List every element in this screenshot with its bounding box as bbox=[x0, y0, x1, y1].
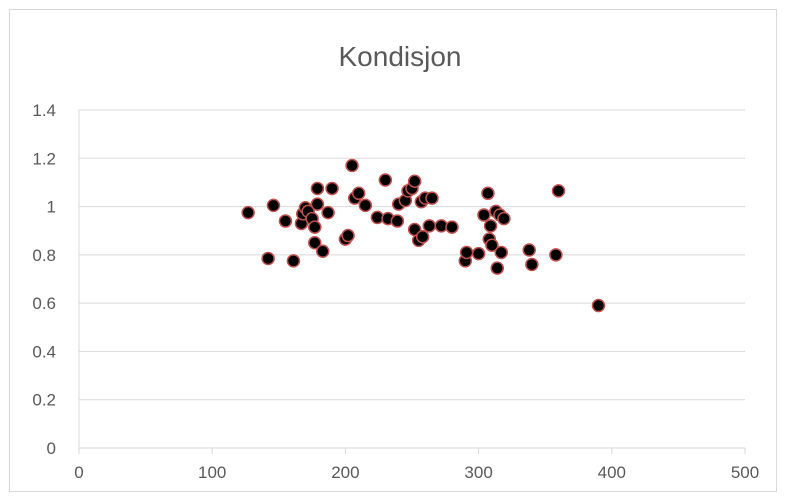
data-point bbox=[549, 248, 563, 262]
y-tick-label: 0.8 bbox=[32, 246, 56, 265]
x-tick-label: 300 bbox=[464, 463, 492, 482]
x-axis: 0 100 200 300 400 500 bbox=[74, 447, 759, 482]
data-point bbox=[261, 251, 275, 266]
x-tick-label: 200 bbox=[331, 463, 359, 482]
data-point bbox=[308, 236, 322, 250]
data-point bbox=[422, 219, 437, 233]
data-point bbox=[471, 246, 486, 261]
y-tick-label: 0.2 bbox=[32, 391, 56, 410]
data-point bbox=[358, 198, 373, 213]
data-point bbox=[351, 186, 366, 201]
y-tick-label: 1.4 bbox=[32, 101, 56, 120]
data-point bbox=[459, 245, 474, 260]
chart-title: Kondisjon bbox=[339, 41, 462, 72]
data-point bbox=[321, 205, 335, 220]
x-tick-label: 500 bbox=[731, 463, 759, 482]
x-tick-label: 100 bbox=[198, 463, 226, 482]
data-point bbox=[497, 211, 511, 226]
data-point bbox=[591, 298, 606, 313]
chart-border bbox=[9, 9, 777, 492]
data-point bbox=[345, 158, 359, 173]
data-point bbox=[485, 238, 499, 252]
data-point bbox=[390, 214, 405, 228]
data-point bbox=[286, 254, 301, 268]
data-point bbox=[378, 173, 393, 187]
y-tick-label: 0 bbox=[47, 439, 56, 458]
y-tick-label: 1.2 bbox=[32, 149, 56, 168]
x-tick-label: 0 bbox=[74, 463, 83, 482]
data-point bbox=[325, 181, 339, 196]
y-tick-label: 0.4 bbox=[32, 342, 56, 361]
data-point bbox=[407, 174, 422, 188]
data-point bbox=[241, 205, 255, 220]
data-point bbox=[415, 230, 430, 244]
data-point bbox=[477, 208, 491, 222]
data-point bbox=[445, 220, 459, 234]
data-point bbox=[425, 191, 439, 205]
data-point bbox=[483, 219, 498, 233]
data-point bbox=[310, 181, 325, 196]
gridlines bbox=[79, 109, 745, 401]
data-point bbox=[308, 220, 322, 234]
data-point bbox=[494, 245, 508, 260]
data-point bbox=[490, 261, 504, 275]
data-point bbox=[316, 244, 330, 258]
data-point bbox=[522, 243, 536, 257]
data-points bbox=[241, 158, 606, 313]
y-tick-label: 1 bbox=[47, 198, 56, 217]
data-point bbox=[341, 228, 355, 243]
data-point bbox=[551, 184, 566, 198]
y-axis: 0 0.2 0.4 0.6 0.8 1 1.2 1.4 bbox=[32, 101, 80, 458]
x-tick-label: 400 bbox=[598, 463, 626, 482]
y-tick-label: 0.6 bbox=[32, 294, 56, 313]
data-point bbox=[481, 186, 495, 201]
data-point bbox=[278, 214, 293, 228]
data-point bbox=[310, 197, 325, 211]
data-point bbox=[525, 257, 539, 272]
data-point bbox=[266, 198, 281, 213]
